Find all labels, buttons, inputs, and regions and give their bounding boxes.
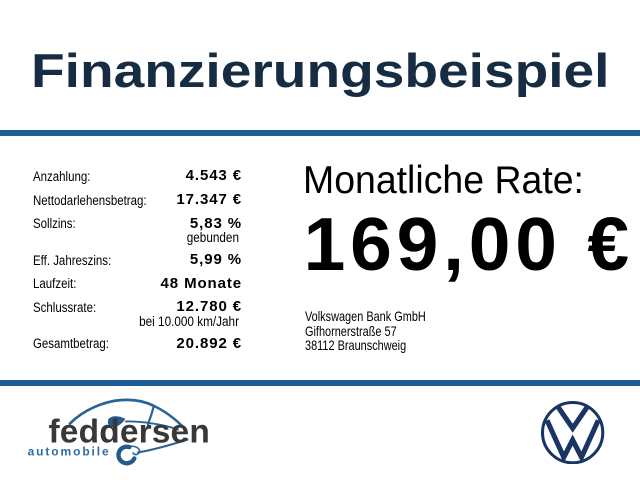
svg-text:feddersen: feddersen (49, 414, 210, 451)
svg-text:automobile: automobile (28, 445, 111, 459)
